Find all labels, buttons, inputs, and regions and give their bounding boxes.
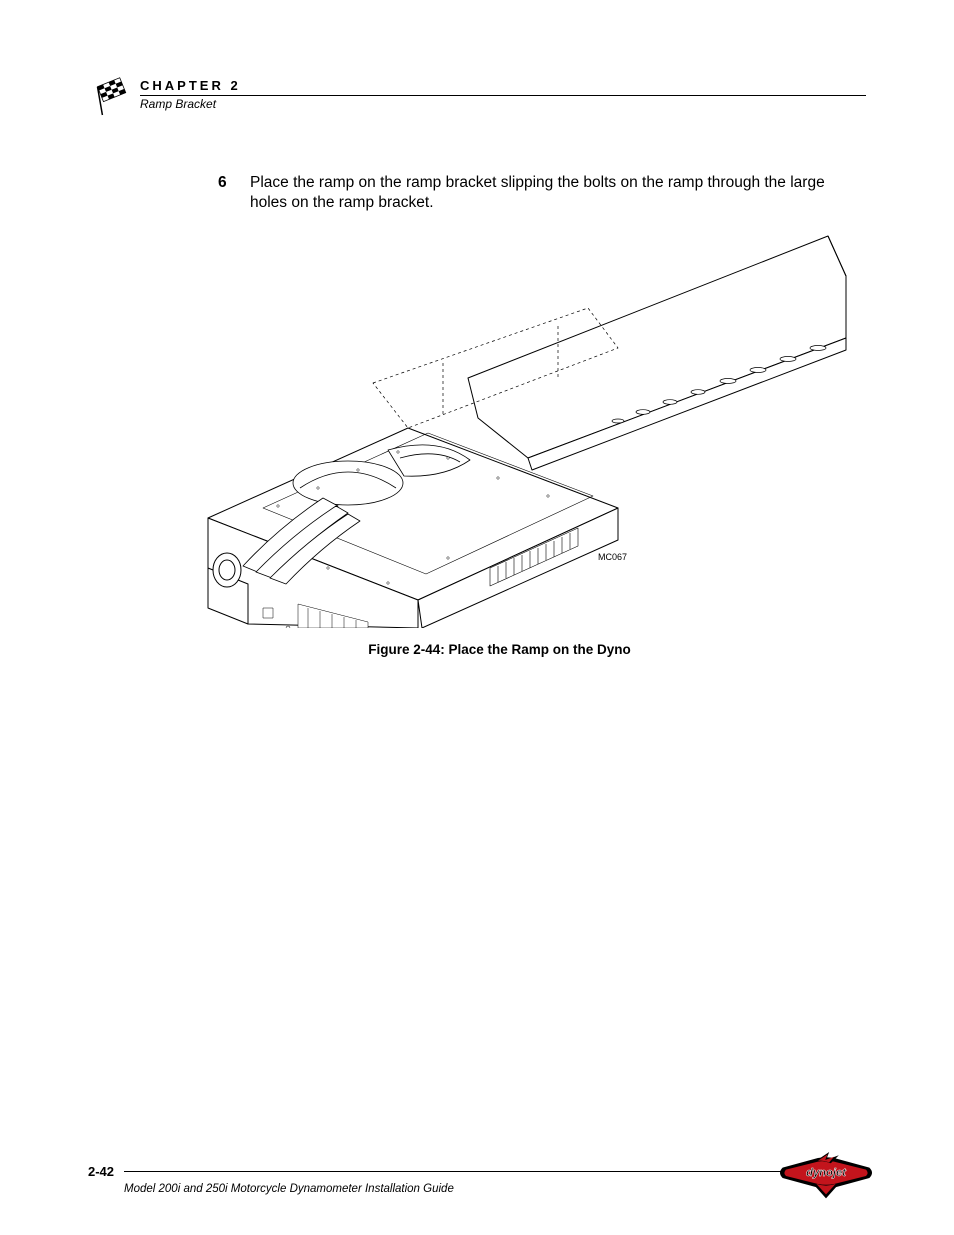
page-header: CHAPTER 2 Ramp Bracket — [88, 78, 866, 111]
step-number: 6 — [218, 173, 232, 214]
footer-rule — [124, 1171, 850, 1172]
page-footer: 2-42 Model 200i and 250i Motorcycle Dyna… — [88, 1164, 866, 1179]
svg-text:dynojet: dynojet — [806, 1167, 847, 1179]
header-rule — [140, 95, 866, 96]
dynojet-logo-icon: dynojet — [778, 1151, 874, 1201]
figure-caption: Figure 2-44: Place the Ramp on the Dyno — [133, 642, 866, 657]
page-number: 2-42 — [88, 1164, 114, 1179]
figure-annotation: MC067 — [598, 552, 627, 562]
document-title: Model 200i and 250i Motorcycle Dynamomet… — [124, 1183, 454, 1195]
chapter-label: CHAPTER 2 — [140, 78, 866, 93]
body-content: 6 Place the ramp on the ramp bracket sli… — [218, 173, 866, 657]
checkered-flag-icon — [92, 76, 132, 116]
figure-illustration: MC067 — [148, 228, 848, 628]
instruction-step: 6 Place the ramp on the ramp bracket sli… — [218, 173, 866, 214]
section-title: Ramp Bracket — [140, 97, 866, 111]
step-text: Place the ramp on the ramp bracket slipp… — [250, 173, 866, 214]
dyno-ramp-diagram: MC067 — [148, 228, 848, 628]
